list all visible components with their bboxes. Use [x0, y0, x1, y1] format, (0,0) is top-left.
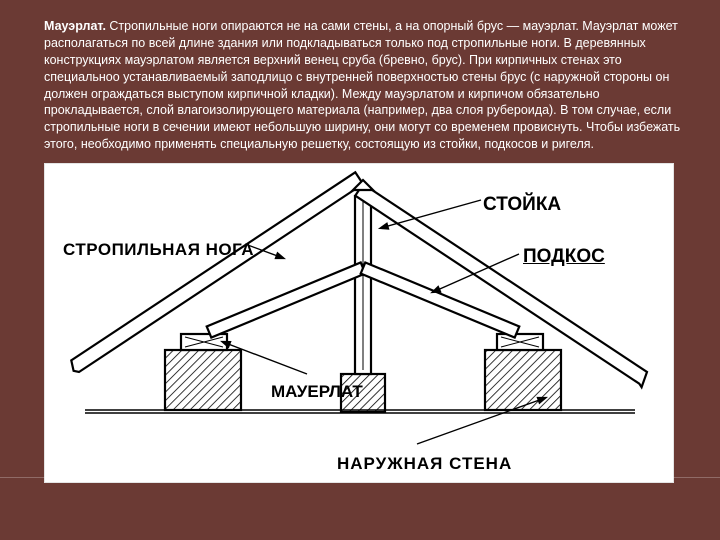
- body-text: Стропильные ноги опираются не на сами ст…: [44, 19, 680, 151]
- label-outer-wall: НАРУЖНАЯ СТЕНА: [337, 454, 512, 474]
- slide: Мауэрлат. Стропильные ноги опираются не …: [0, 0, 720, 540]
- label-post: СТОЙКА: [483, 194, 561, 216]
- lead-term: Мауэрлат.: [44, 19, 106, 33]
- label-rafter: СТРОПИЛЬНАЯ НОГА: [63, 240, 254, 260]
- label-strut: ПОДКОС: [523, 246, 605, 268]
- body-paragraph: Мауэрлат. Стропильные ноги опираются не …: [44, 18, 686, 153]
- roof-diagram: СТРОПИЛЬНАЯ НОГА СТОЙКА ПОДКОС МАУЕРЛАТ …: [44, 163, 674, 483]
- footer-divider: [0, 477, 720, 478]
- label-mauerlat: МАУЕРЛАТ: [271, 382, 363, 402]
